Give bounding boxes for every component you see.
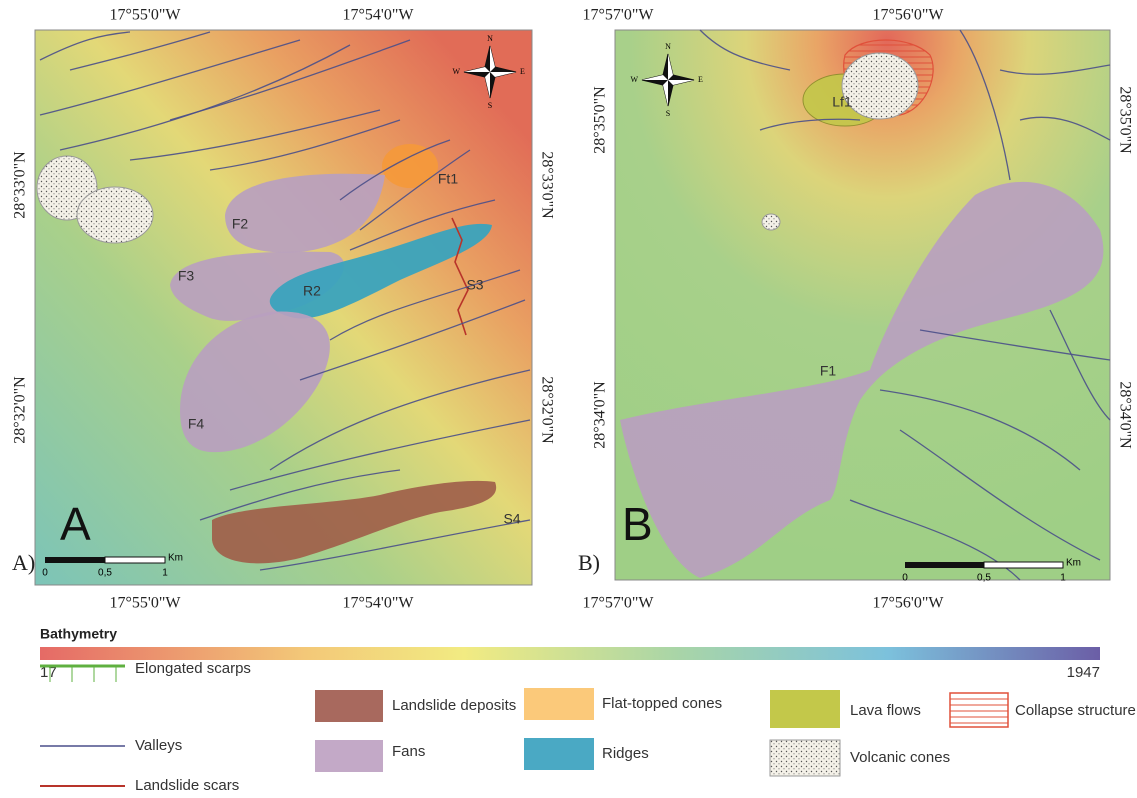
- scale-label: 1: [162, 568, 168, 579]
- scale-unit: Km: [168, 553, 183, 564]
- feature-label: Ft1: [438, 171, 458, 187]
- scale-label: 0: [902, 573, 908, 584]
- compass-letter: N: [665, 42, 671, 51]
- lat-label: 28°34'0"N: [1116, 381, 1133, 449]
- volcanic-cone: [842, 53, 918, 119]
- legend-label: Elongated scarps: [135, 660, 251, 677]
- panel-letter: B: [622, 498, 653, 550]
- feature-label: F4: [188, 416, 205, 432]
- legend-symbol: [950, 693, 1008, 727]
- compass-letter: E: [520, 67, 525, 76]
- feature-label: Lf1: [832, 94, 852, 110]
- lon-label: 17°55'0"W: [110, 595, 182, 612]
- scale-bar: [984, 562, 1063, 568]
- legend-label: Landslide deposits: [392, 697, 516, 714]
- legend-label: Ridges: [602, 745, 649, 762]
- panel-caption: A): [12, 550, 35, 575]
- lon-label: 17°54'0"W: [343, 595, 415, 612]
- legend-symbol: [770, 740, 840, 776]
- volcanic-cone: [762, 214, 780, 230]
- scale-bar: [105, 557, 165, 563]
- lon-label: 17°57'0"W: [583, 595, 655, 612]
- lon-label: 17°54'0"W: [343, 7, 415, 24]
- legend-symbol: [524, 688, 594, 720]
- legend-symbol: [315, 690, 383, 722]
- compass-letter: E: [698, 75, 703, 84]
- feature-label: F1: [820, 363, 837, 379]
- feature-label: S3: [466, 277, 483, 293]
- legend-label: Fans: [392, 743, 425, 760]
- map-unit: [382, 144, 438, 188]
- compass-letter: S: [666, 109, 670, 118]
- compass-letter: N: [487, 34, 493, 43]
- lon-label: 17°57'0"W: [583, 7, 655, 24]
- lat-label: 28°32'0"N: [12, 376, 29, 444]
- panel-caption: B): [578, 550, 600, 575]
- legend-label: Flat-topped cones: [602, 695, 722, 712]
- lat-label: 28°32'0"N: [538, 376, 555, 444]
- figure: Ft1 F2 F3 R2 S3 F4 S4 17°55'0"W 17°55'0"W 17°54'0…: [0, 0, 1137, 798]
- lon-label: 17°56'0"W: [873, 595, 945, 612]
- feature-label: S4: [503, 511, 520, 527]
- feature-label: R2: [303, 283, 321, 299]
- legend-symbol: [770, 690, 840, 728]
- panel-letter: A: [60, 498, 91, 550]
- compass-letter: W: [452, 67, 460, 76]
- scale-label: 1: [1060, 573, 1066, 584]
- scale-label: 0,5: [98, 568, 112, 579]
- feature-label: F2: [232, 216, 249, 232]
- legend-symbol: [315, 740, 383, 772]
- lat-label: 28°35'0"N: [1116, 86, 1133, 154]
- scale-unit: Km: [1066, 558, 1081, 569]
- colorbar: [40, 647, 1100, 660]
- legend-label: Landslide scars: [135, 777, 239, 794]
- lon-label: 17°56'0"W: [873, 7, 945, 24]
- scale-bar: [45, 557, 105, 563]
- legend-label: Valleys: [135, 737, 182, 754]
- legend-symbol: [524, 738, 594, 770]
- lat-label: 28°33'0"N: [12, 151, 29, 219]
- scale-label: 0: [42, 568, 48, 579]
- legend-label: Lava flows: [850, 702, 921, 719]
- legend-label: Collapse structure: [1015, 702, 1136, 719]
- scale-bar: [905, 562, 984, 568]
- volcanic-cone: [77, 187, 153, 243]
- lat-label: 28°35'0"N: [592, 86, 609, 154]
- legend-label: Volcanic cones: [850, 749, 950, 766]
- compass-letter: W: [630, 75, 638, 84]
- lon-label: 17°55'0"W: [110, 7, 182, 24]
- lat-label: 28°33'0"N: [538, 151, 555, 219]
- page: {"panels": [ {"letter": "A", "caption": …: [0, 0, 1137, 798]
- legend-title: Bathymetry: [40, 626, 117, 642]
- colorbar-max: 1947: [1067, 664, 1100, 681]
- scale-label: 0,5: [977, 573, 991, 584]
- feature-label: F3: [178, 268, 195, 284]
- compass-letter: S: [488, 101, 492, 110]
- lat-label: 28°34'0"N: [592, 381, 609, 449]
